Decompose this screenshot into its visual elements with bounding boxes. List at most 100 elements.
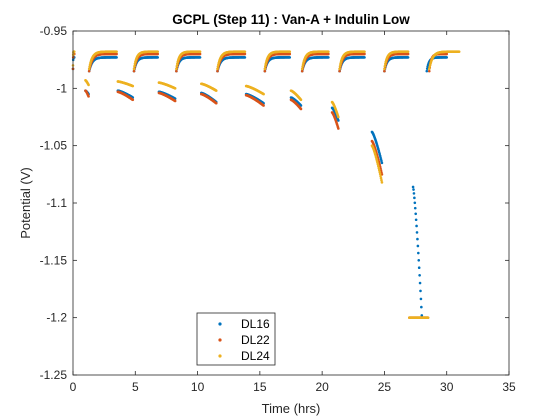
- data-point: [363, 56, 366, 59]
- data-point: [299, 107, 303, 111]
- data-point: [198, 52, 202, 56]
- data-point: [412, 192, 416, 195]
- data-point: [87, 69, 91, 73]
- y-tick-label: -0.95: [40, 24, 68, 38]
- data-point: [243, 52, 247, 56]
- data-point: [198, 50, 202, 53]
- y-tick-label: -1.1: [46, 196, 67, 210]
- legend-box: [196, 312, 276, 366]
- x-tick-label: 15: [253, 380, 267, 394]
- data-point: [216, 67, 219, 71]
- data-point: [379, 176, 383, 180]
- data-point: [380, 181, 384, 184]
- data-point: [175, 69, 178, 73]
- data-point: [288, 52, 292, 56]
- data-point: [419, 297, 423, 301]
- data-point: [417, 259, 421, 262]
- y-tick-label: -1.15: [40, 253, 68, 267]
- data-point: [416, 237, 419, 241]
- data-point: [383, 67, 386, 71]
- data-point: [156, 56, 160, 59]
- legend-marker-dl16: [218, 322, 222, 326]
- data-point: [425, 67, 429, 70]
- data-point: [363, 52, 366, 56]
- data-point: [380, 178, 383, 182]
- data-point: [377, 166, 381, 170]
- data-point: [337, 115, 340, 119]
- data-point: [299, 98, 303, 102]
- data-point: [337, 119, 340, 122]
- data-point: [132, 67, 136, 71]
- data-point: [379, 174, 382, 178]
- data-point: [131, 84, 135, 88]
- data-point: [175, 64, 179, 68]
- data-point: [416, 244, 420, 248]
- data-point: [214, 89, 218, 92]
- data-point: [115, 50, 118, 53]
- data-point: [288, 56, 292, 59]
- data-point: [300, 69, 304, 73]
- data-point: [216, 65, 220, 68]
- legend-label-dl16: DL16: [241, 317, 270, 331]
- data-point: [133, 64, 136, 68]
- data-point: [156, 50, 160, 53]
- legend-label-dl24: DL24: [241, 349, 270, 363]
- x-axis-label: Time (hrs): [262, 401, 321, 416]
- data-point: [175, 67, 178, 71]
- data-point: [445, 52, 449, 56]
- data-point: [173, 99, 177, 103]
- data-point: [337, 127, 340, 130]
- series-dl24: [71, 50, 461, 319]
- data-point: [243, 56, 247, 59]
- data-point: [338, 64, 342, 68]
- data-point: [115, 56, 118, 59]
- data-point: [262, 104, 265, 107]
- data-point: [427, 67, 431, 71]
- data-point: [299, 104, 303, 107]
- data-point: [263, 67, 267, 71]
- data-point: [427, 69, 431, 73]
- x-axis: 0 5 10 15 20 25 30 35: [70, 31, 516, 394]
- data-point: [414, 218, 418, 222]
- data-point: [132, 69, 136, 73]
- data-point: [88, 65, 91, 68]
- x-tick-label: 25: [378, 380, 392, 394]
- data-point: [380, 161, 384, 165]
- data-point: [216, 69, 219, 73]
- data-layer: [71, 50, 461, 319]
- data-point: [301, 65, 304, 68]
- legend-label-dl22: DL22: [241, 333, 270, 347]
- data-point: [418, 274, 421, 277]
- data-point: [327, 50, 330, 53]
- legend-marker-dl22: [218, 338, 222, 342]
- data-point: [377, 168, 381, 172]
- y-tick-label: -1.2: [46, 311, 67, 325]
- data-point: [327, 56, 330, 59]
- data-point: [420, 305, 423, 309]
- data-point: [87, 67, 91, 71]
- data-point: [173, 87, 177, 90]
- data-point: [414, 212, 418, 216]
- data-point: [378, 172, 382, 176]
- data-point: [417, 266, 421, 270]
- data-point: [406, 50, 410, 53]
- data-point: [417, 251, 420, 255]
- data-point: [425, 69, 429, 73]
- data-point: [383, 69, 386, 73]
- data-point: [426, 316, 430, 319]
- data-point: [327, 52, 330, 56]
- data-point: [411, 185, 415, 189]
- plot-area: [73, 31, 509, 375]
- data-point: [415, 231, 419, 234]
- x-tick-label: 5: [132, 380, 139, 394]
- y-tick-label: -1.05: [40, 139, 68, 153]
- data-point: [445, 56, 449, 59]
- legend: DL16 DL22 DL24: [196, 312, 276, 366]
- data-point: [420, 314, 424, 317]
- data-point: [338, 69, 341, 73]
- data-point: [415, 224, 418, 228]
- data-point: [263, 69, 267, 73]
- x-tick-label: 0: [70, 380, 77, 394]
- data-point: [406, 52, 410, 56]
- data-point: [262, 92, 265, 96]
